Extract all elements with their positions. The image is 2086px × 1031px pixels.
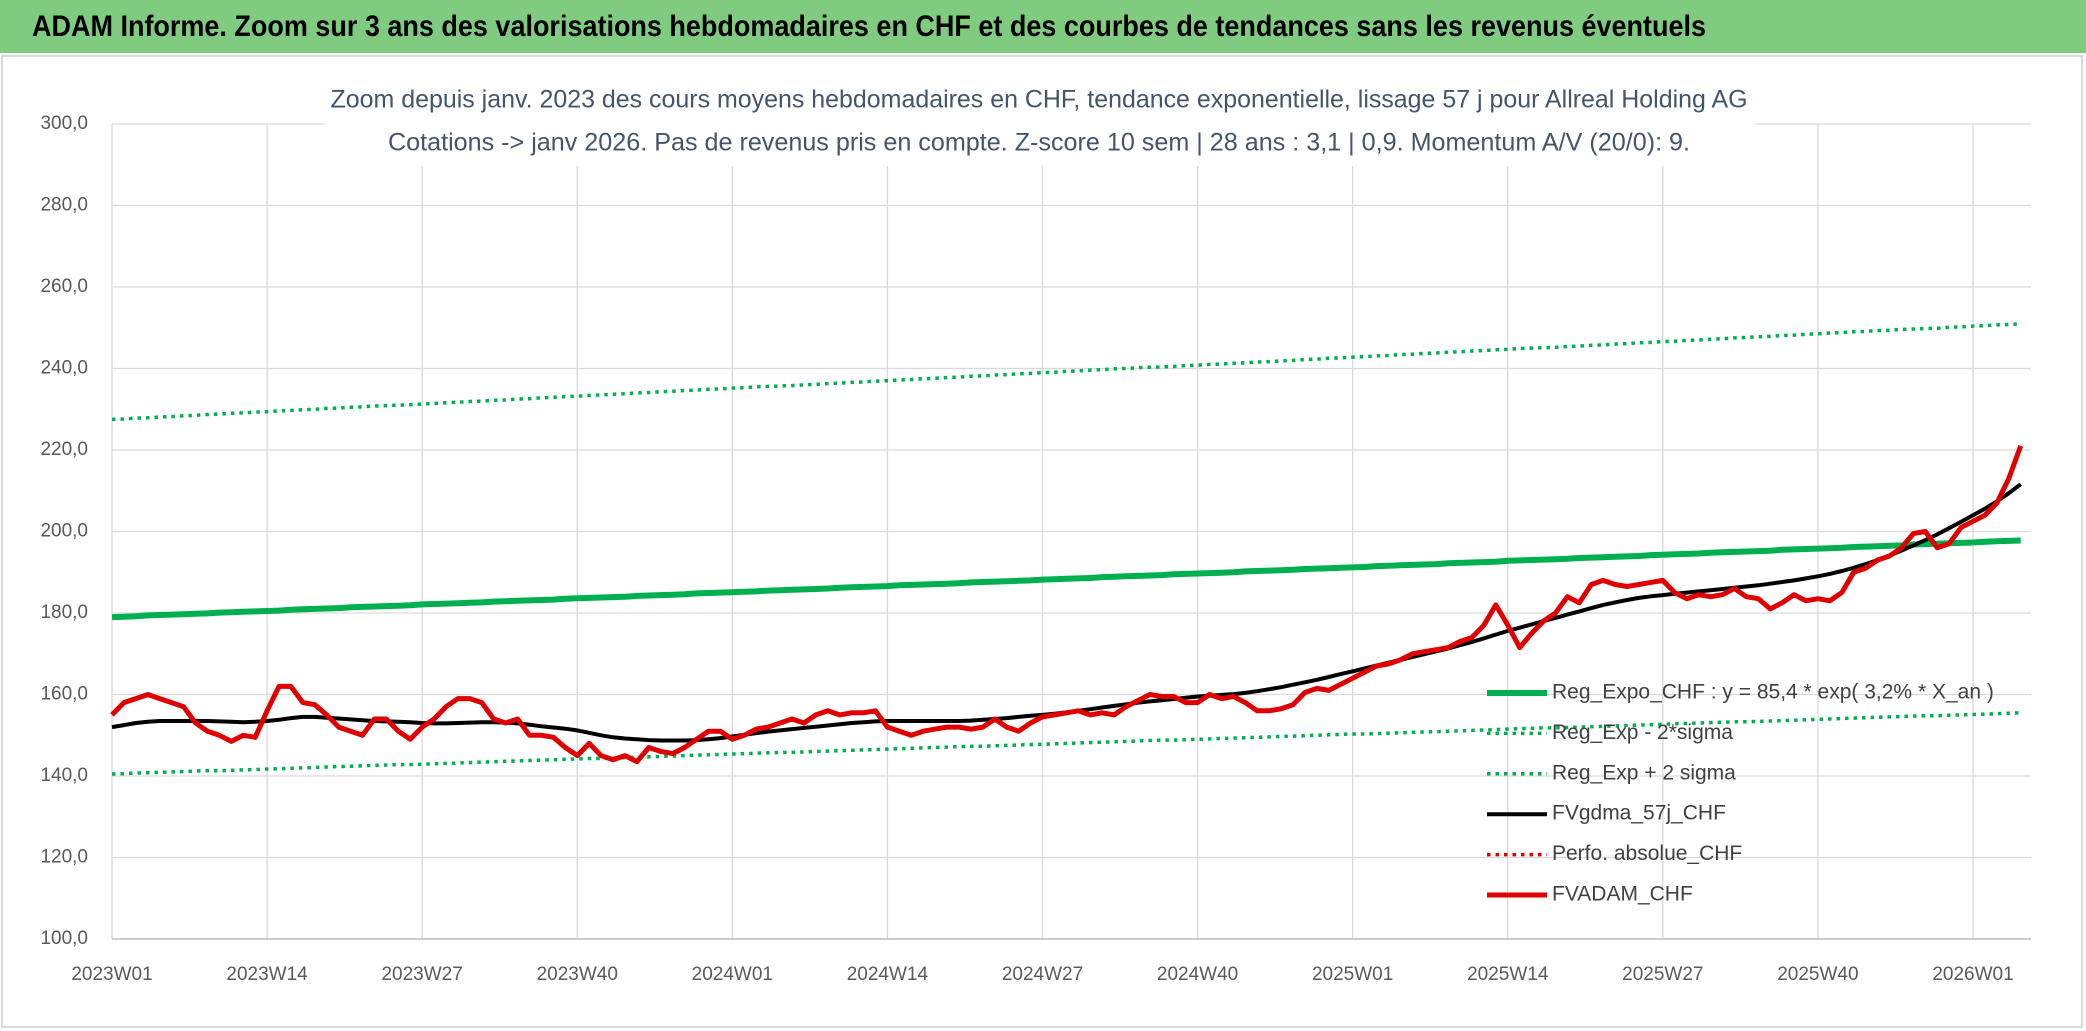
x-tick-label: 2023W27 [381,964,462,985]
x-tick-label: 2024W40 [1157,964,1238,985]
x-tick-label: 2025W27 [1622,964,1703,985]
chart-title: Zoom depuis janv. 2023 des cours moyens … [331,86,1748,114]
y-tick-label: 240,0 [40,358,88,379]
x-tick-label: 2025W14 [1467,964,1549,985]
legend: Reg_Expo_CHF : y = 85,4 * exp( 3,2% * X_… [1487,681,1994,906]
y-tick-label: 120,0 [40,847,88,868]
y-tick-label: 180,0 [40,602,88,623]
y-tick-label: 300,0 [40,113,88,134]
chart-subtitle: Cotations -> janv 2026. Pas de revenus p… [388,129,1690,157]
x-tick-label: 2024W14 [847,964,929,985]
header-bar [0,0,2086,53]
legend-label: Reg_Exp + 2 sigma [1552,761,1736,784]
x-tick-label: 2024W27 [1002,964,1083,985]
y-tick-label: 220,0 [40,439,88,460]
x-tick-label: 2025W40 [1777,964,1858,985]
legend-label: Reg_Expo_CHF : y = 85,4 * exp( 3,2% * X_… [1552,681,1994,704]
series-lines [110,321,2024,776]
x-tick-label: 2024W01 [692,964,773,985]
y-tick-label: 200,0 [40,521,88,542]
x-tick-label: 2023W40 [537,964,618,985]
x-tick-label: 2023W01 [71,964,152,985]
legend-label: FVgdma_57j_CHF [1552,802,1726,825]
x-tick-label: 2026W01 [1932,964,2013,985]
title-backdrop [325,80,1755,166]
axes: 100,0 120,0 140,0 160,0 180,0 200,0 220,0 240,0… [40,113,2031,985]
series-line [111,711,2021,776]
y-tick-label: 280,0 [40,195,88,216]
legend-label: Reg_Exp - 2*sigma [1552,721,1733,744]
series-line [110,445,2024,765]
x-tick-label: 2025W01 [1312,964,1393,985]
series-line [111,537,2021,621]
legend-label: FVADAM_CHF [1552,883,1693,906]
x-tick-label: 2023W14 [226,964,308,985]
series-line [111,321,2021,422]
legend-label: Perfo. absolue_CHF [1552,842,1742,865]
y-tick-label: 260,0 [40,276,88,297]
y-tick-label: 140,0 [40,765,88,786]
y-tick-label: 100,0 [40,928,88,949]
y-tick-label: 160,0 [40,684,88,705]
header-title: ADAM Informe. Zoom sur 3 ans des valoris… [32,10,1706,43]
